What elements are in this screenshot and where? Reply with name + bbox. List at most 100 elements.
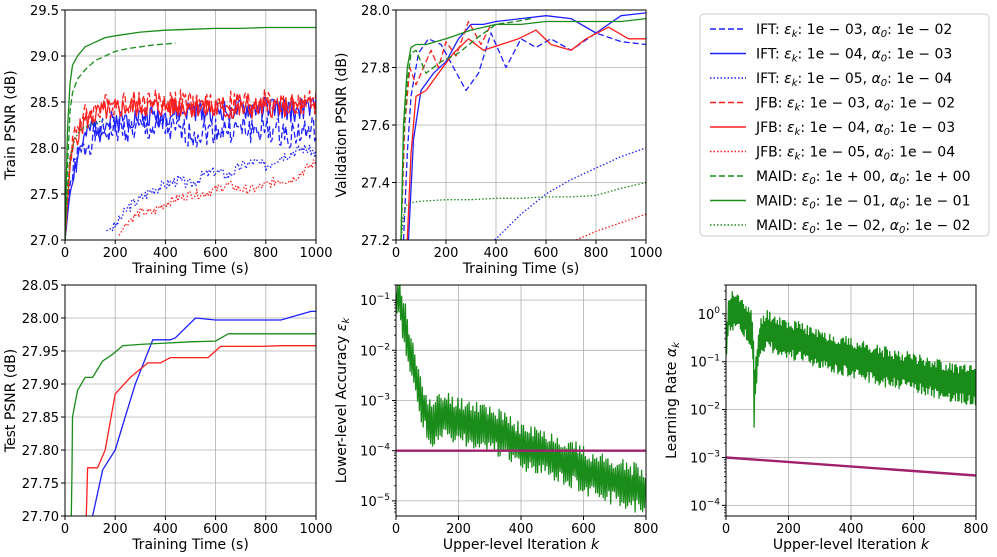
legend-p1: ε bbox=[802, 218, 810, 234]
test-xtick-label-4: 800 bbox=[253, 522, 278, 537]
legend-p2: α bbox=[874, 96, 884, 112]
legend-v1: : 1e + 00, bbox=[816, 169, 890, 185]
lr-xtick-label-4: 800 bbox=[964, 522, 989, 537]
legend-v2: : 1e − 02 bbox=[887, 22, 952, 38]
lr-ytick-label-4: 100 bbox=[698, 306, 721, 323]
legend-p2sub: 0 bbox=[881, 78, 887, 89]
val-xtick-label-0: 0 bbox=[392, 246, 400, 261]
legend-method: IFT: bbox=[756, 22, 784, 38]
legend-v2: : 1e − 03 bbox=[890, 120, 955, 136]
val-xtick-label-5: 1000 bbox=[629, 246, 662, 261]
legend-p2: α bbox=[890, 218, 900, 234]
test-ytick-label-3: 27.85 bbox=[22, 411, 59, 426]
train-chart: 0 200 400 600 800 1000 27.0 27.5 28.0 28.5 29.0 29.… bbox=[3, 4, 333, 277]
legend-method: JFB: bbox=[755, 96, 787, 112]
legend-p2: α bbox=[890, 194, 900, 210]
val-series-4 bbox=[406, 26, 646, 240]
test-ytick-label-2: 27.80 bbox=[22, 444, 59, 459]
legend-label-4: JFB: εk: 1e − 04, α0: 1e − 03 bbox=[755, 120, 955, 138]
train-series-6 bbox=[65, 42, 176, 240]
test-chart: 0 200 400 600 800 1000 27.70 27.75 27.80 27.85 27.… bbox=[3, 279, 333, 553]
test-xtick-label-1: 200 bbox=[103, 522, 128, 537]
legend-p1sub: k bbox=[792, 78, 799, 89]
legend-p1: ε bbox=[802, 194, 810, 210]
legend-p1sub: 0 bbox=[809, 225, 815, 236]
acc-xtick-label-2: 400 bbox=[509, 522, 534, 537]
legend-p1sub: 0 bbox=[809, 201, 815, 212]
legend-v2: : 1e + 00 bbox=[905, 169, 970, 185]
legend-frame bbox=[699, 13, 990, 237]
legend-p1sub: k bbox=[792, 54, 799, 65]
acc-ytick-label-2: 10−3 bbox=[360, 393, 390, 410]
legend-p2sub: 0 bbox=[899, 201, 905, 212]
acc-ytick-label-1: 10−4 bbox=[360, 443, 390, 460]
legend-p2: α bbox=[874, 120, 884, 136]
val-ylabel: Validation PSNR (dB) bbox=[334, 53, 350, 198]
lr-ytick-label-1: 10−3 bbox=[690, 449, 720, 466]
train-series-4 bbox=[65, 95, 316, 240]
legend-p2sub: 0 bbox=[884, 127, 890, 138]
legend-v2: : 1e − 03 bbox=[887, 47, 952, 63]
acc-ytick-label-4: 10−1 bbox=[360, 292, 390, 309]
val-ytick-label-1: 27.4 bbox=[361, 177, 390, 192]
lr-series-1 bbox=[726, 456, 976, 477]
train-xtick-label-1: 200 bbox=[103, 246, 128, 261]
legend-method: IFT: bbox=[756, 47, 784, 63]
legend-v1: : 1e − 02, bbox=[816, 218, 890, 234]
legend-p2sub: 0 bbox=[884, 152, 890, 163]
legend-v1: : 1e − 05, bbox=[800, 145, 874, 161]
test-ytick-label-4: 27.90 bbox=[22, 378, 59, 393]
acc-xtick-label-0: 0 bbox=[392, 522, 400, 537]
legend-method: MAID: bbox=[756, 169, 802, 185]
legend-p2sub: 0 bbox=[881, 54, 887, 65]
legend-method: JFB: bbox=[755, 145, 787, 161]
acc-series-0 bbox=[396, 285, 646, 513]
val-series-8 bbox=[400, 181, 646, 240]
legend-p2: α bbox=[890, 169, 900, 185]
test-ytick-label-5: 27.95 bbox=[22, 345, 59, 360]
train-series-8 bbox=[65, 119, 103, 240]
legend-p1: ε bbox=[802, 169, 810, 185]
legend-v1: : 1e − 01, bbox=[816, 194, 890, 210]
val-xtick-label-4: 800 bbox=[584, 246, 609, 261]
val-xtick-label-3: 600 bbox=[534, 246, 559, 261]
legend-p1sub: k bbox=[795, 103, 802, 114]
lr-xtick-label-3: 600 bbox=[901, 522, 926, 537]
legend-label-7: MAID: ε0: 1e − 01, α0: 1e − 01 bbox=[756, 194, 970, 212]
train-ytick-label-3: 28.5 bbox=[30, 96, 59, 111]
legend-v1: : 1e − 05, bbox=[798, 71, 872, 87]
train-xtick-label-2: 400 bbox=[153, 246, 178, 261]
acc-chart: 0 200 400 600 800 10−5 10−4 10−3 10−2 10−1 Upper-l… bbox=[334, 284, 658, 553]
legend-p1sub: k bbox=[792, 29, 799, 40]
legend-method: MAID: bbox=[756, 194, 802, 210]
test-ytick-label-7: 28.05 bbox=[22, 279, 59, 294]
acc-xtick-label-3: 600 bbox=[571, 522, 596, 537]
legend-p2sub: 0 bbox=[899, 176, 905, 187]
legend-v1: : 1e − 04, bbox=[798, 47, 872, 63]
legend-p1sub: 0 bbox=[809, 176, 815, 187]
lr-xtick-label-1: 200 bbox=[776, 522, 801, 537]
train-xtick-label-3: 600 bbox=[203, 246, 228, 261]
train-series-5 bbox=[118, 159, 316, 236]
legend-v2: : 1e − 02 bbox=[890, 96, 955, 112]
acc-xtick-label-1: 200 bbox=[446, 522, 471, 537]
legend-p2: α bbox=[872, 22, 882, 38]
legend-label-2: IFT: εk: 1e − 05, α0: 1e − 04 bbox=[756, 71, 952, 89]
legend-v1: : 1e − 03, bbox=[798, 22, 872, 38]
val-chart: 0 200 400 600 800 1000 27.2 27.4 27.6 27.8 28.0 Tra… bbox=[334, 4, 663, 277]
test-ylabel: Test PSNR (dB) bbox=[3, 349, 19, 453]
legend-p1: ε bbox=[784, 47, 792, 63]
lr-xtick-label-2: 400 bbox=[839, 522, 864, 537]
test-xtick-label-0: 0 bbox=[61, 522, 69, 537]
legend-method: IFT: bbox=[756, 71, 784, 87]
val-xlabel: Training Time (s) bbox=[462, 261, 580, 277]
legend-p1sub: k bbox=[795, 127, 802, 138]
train-ytick-label-1: 27.5 bbox=[30, 188, 59, 203]
legend-method: MAID: bbox=[756, 218, 802, 234]
legend-p1: ε bbox=[787, 96, 795, 112]
legend-label-5: JFB: εk: 1e − 05, α0: 1e − 04 bbox=[755, 145, 955, 163]
test-ytick-label-0: 27.70 bbox=[22, 510, 59, 525]
train-axes-frame bbox=[64, 9, 317, 241]
